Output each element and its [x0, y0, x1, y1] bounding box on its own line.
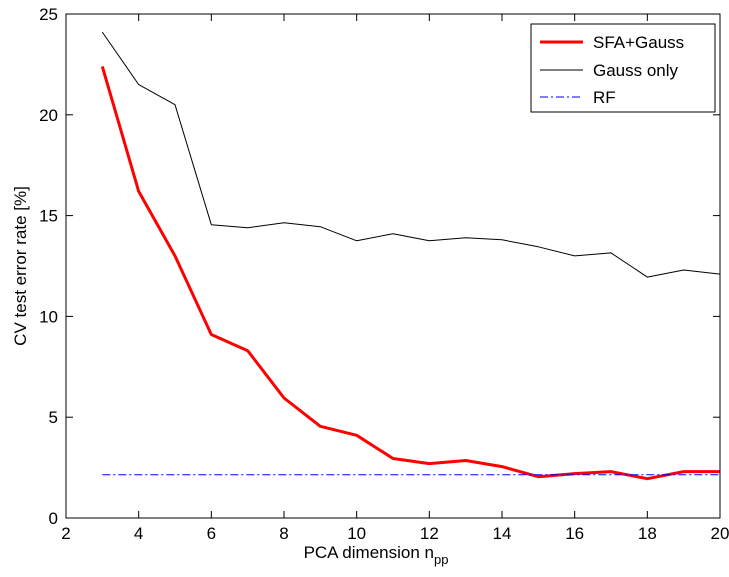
y-tick-label: 0	[49, 509, 58, 528]
x-tick-label: 14	[493, 524, 512, 543]
x-tick-label: 4	[134, 524, 143, 543]
x-tick-label: 18	[638, 524, 657, 543]
legend-label-rf: RF	[593, 88, 616, 107]
y-tick-label: 15	[39, 207, 58, 226]
x-tick-label: 10	[347, 524, 366, 543]
axes-layer	[65, 13, 721, 519]
x-axis-label: PCA dimension npp	[304, 543, 449, 567]
x-axis-label-subscript: pp	[434, 552, 448, 567]
ticks-layer: 2 4 6 8 10 12 14 16 18 20 0 5 10 15 20 25	[39, 5, 729, 543]
axes-box	[65, 13, 721, 519]
legend: SFA+Gauss Gauss only RF	[530, 23, 716, 113]
y-tick-label: 10	[39, 307, 58, 326]
series-line-sfa-gauss	[100, 65, 720, 481]
series-line-gauss-only	[101, 31, 721, 278]
x-tick-label: 8	[279, 524, 288, 543]
y-tick-label: 25	[39, 5, 58, 24]
x-tick-label: 2	[61, 524, 70, 543]
legend-label-gauss-only: Gauss only	[593, 61, 679, 80]
y-tick-label: 5	[49, 408, 58, 427]
legend-label-sfa-gauss: SFA+Gauss	[593, 33, 684, 52]
x-tick-label: 20	[711, 524, 729, 543]
x-tick-label: 6	[207, 524, 216, 543]
x-tick-label: 16	[565, 524, 584, 543]
series-layer	[100, 31, 721, 481]
y-axis-label: CV test error rate [%]	[11, 186, 30, 346]
x-axis-label-main: PCA dimension n	[304, 543, 434, 562]
x-tick-label: 12	[420, 524, 439, 543]
y-tick-label: 20	[39, 106, 58, 125]
